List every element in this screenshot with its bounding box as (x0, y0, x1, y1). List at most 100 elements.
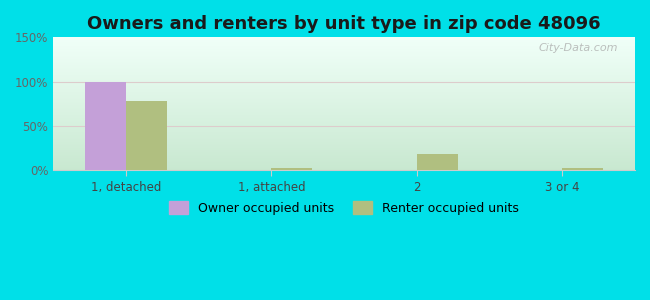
Bar (53, 77, 635, 78)
Bar (53, 120, 635, 121)
Bar (53, 135, 635, 136)
Bar (53, 166, 635, 167)
Bar (53, 159, 635, 160)
Bar (53, 112, 635, 113)
Bar (53, 89, 635, 90)
Bar (53, 155, 635, 156)
Bar (53, 55, 635, 56)
Bar (53, 100, 635, 101)
Bar (53, 75, 635, 76)
Bar (53, 117, 635, 118)
Bar (85, 82, 126, 170)
Bar (53, 66, 635, 67)
Bar (53, 73, 635, 74)
Bar (53, 119, 635, 120)
Bar (53, 69, 635, 70)
Bar (53, 72, 635, 73)
Bar (53, 84, 635, 85)
Bar (53, 49, 635, 50)
Bar (53, 157, 635, 158)
Bar (53, 118, 635, 119)
Bar (53, 82, 635, 83)
Bar (53, 111, 635, 112)
Bar (53, 90, 635, 91)
Bar (53, 143, 635, 144)
Bar (53, 121, 635, 122)
Bar (53, 144, 635, 145)
Bar (53, 148, 635, 149)
Bar (53, 147, 635, 148)
Bar (53, 62, 635, 63)
Bar (53, 162, 635, 163)
Bar (53, 81, 635, 82)
Bar (53, 37, 635, 38)
Bar (53, 51, 635, 52)
Bar (53, 149, 635, 150)
Bar (53, 59, 635, 60)
Bar (562, 168, 603, 170)
Bar (53, 41, 635, 42)
Bar (53, 123, 635, 124)
Bar (53, 110, 635, 111)
Bar (53, 122, 635, 123)
Bar (417, 154, 458, 170)
Bar (53, 91, 635, 92)
Bar (53, 88, 635, 89)
Bar (53, 126, 635, 127)
Bar (53, 169, 635, 170)
Bar (53, 127, 635, 128)
Bar (53, 94, 635, 95)
Bar (53, 48, 635, 49)
Bar (53, 133, 635, 134)
Bar (53, 99, 635, 100)
Bar (53, 78, 635, 79)
Bar (53, 140, 635, 141)
Bar (53, 60, 635, 61)
Bar (53, 57, 635, 58)
Bar (53, 134, 635, 135)
Bar (53, 85, 635, 86)
Bar (53, 145, 635, 146)
Bar (53, 40, 635, 41)
Bar (53, 58, 635, 59)
Bar (53, 63, 635, 64)
Bar (53, 142, 635, 143)
Bar (53, 164, 635, 165)
Bar (53, 116, 635, 117)
Bar (53, 130, 635, 131)
Bar (53, 71, 635, 72)
Bar (53, 98, 635, 99)
Bar (53, 61, 635, 62)
Bar (53, 115, 635, 116)
Bar (53, 52, 635, 53)
Bar (53, 132, 635, 133)
Bar (53, 113, 635, 114)
Bar (53, 137, 635, 138)
Bar (53, 101, 635, 102)
Bar (53, 138, 635, 139)
Bar (53, 53, 635, 54)
Bar (53, 146, 635, 147)
Bar (53, 141, 635, 142)
Bar (53, 167, 635, 168)
Bar (53, 160, 635, 161)
Bar (53, 136, 635, 137)
Bar (53, 65, 635, 66)
Bar (53, 67, 635, 68)
Bar (53, 131, 635, 132)
Bar (53, 86, 635, 87)
Bar (53, 108, 635, 109)
Bar (53, 156, 635, 157)
Bar (53, 97, 635, 98)
Bar (53, 168, 635, 169)
Bar (53, 106, 635, 107)
Bar (53, 95, 635, 96)
Bar (53, 68, 635, 69)
Bar (53, 42, 635, 43)
Bar (53, 163, 635, 164)
Bar (53, 161, 635, 162)
Bar (53, 44, 635, 45)
Bar (53, 50, 635, 51)
Bar (53, 92, 635, 93)
Bar (53, 139, 635, 140)
